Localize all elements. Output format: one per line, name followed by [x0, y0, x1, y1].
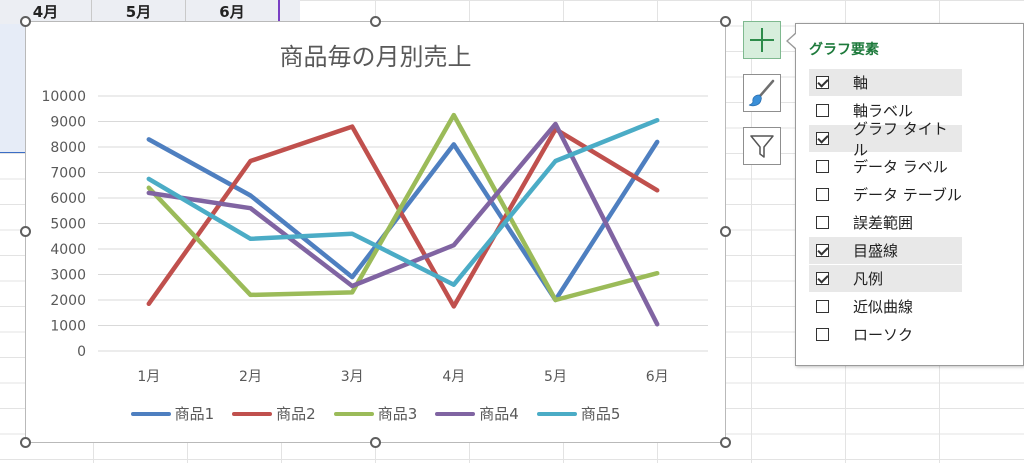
y-tick-label: 4000 [50, 242, 86, 258]
legend-label: 商品2 [276, 405, 316, 423]
chart-element-option[interactable]: 誤差範囲 [809, 209, 962, 236]
legend-entry[interactable]: 商品2 [232, 403, 316, 424]
checkbox[interactable] [816, 300, 829, 313]
y-tick-label: 2000 [50, 293, 86, 309]
legend-swatch [130, 411, 171, 416]
y-tick-label: 1000 [50, 319, 86, 335]
chart-elements-flyout: グラフ要素 軸軸ラベル グラフ タイトル データ ラベル データ テーブル 誤差範囲目盛… [795, 23, 1024, 366]
series-line-3[interactable] [146, 112, 660, 303]
option-label: データ テーブル [853, 186, 962, 204]
y-tick-label: 7000 [50, 166, 86, 182]
chart-filters-button[interactable] [743, 127, 781, 165]
x-tick-label: 3月 [341, 369, 364, 385]
checkbox[interactable] [816, 244, 829, 257]
option-label: データ ラベル [853, 158, 948, 176]
column-header-strip [0, 0, 300, 24]
option-label: 軸ラベル [853, 102, 914, 120]
legend-label: 商品4 [479, 405, 519, 423]
option-label: 軸 [853, 74, 869, 92]
option-label: グラフ タイトル [853, 119, 948, 159]
chart-area[interactable]: 商品毎の月別売上 0 1000 2000 3000 4000 5000 6000 7000 80… [25, 21, 726, 443]
chart-styles-button[interactable] [743, 74, 781, 112]
funnel-icon [750, 135, 774, 158]
chart-element-option[interactable]: データ ラベル [809, 153, 962, 180]
checkbox[interactable] [816, 328, 829, 341]
legend-entry[interactable]: 商品4 [435, 403, 519, 424]
x-tick-label: 5月 [544, 369, 567, 385]
chart-element-option[interactable]: 近似曲線 [809, 293, 962, 320]
series-line-5[interactable] [146, 117, 660, 287]
resize-handle-bottom-left[interactable] [20, 437, 31, 448]
flyout-pointer-inner [788, 33, 797, 49]
series-line-4[interactable] [146, 121, 660, 327]
legend-swatch [232, 411, 273, 416]
checkbox[interactable] [816, 160, 829, 173]
y-tick-label: 6000 [50, 191, 86, 207]
legend-swatch [435, 411, 476, 416]
chart-element-option[interactable]: 軸 [809, 69, 962, 96]
option-label: ローソク [853, 326, 914, 344]
option-label: 目盛線 [853, 242, 899, 260]
resize-handle-left[interactable] [20, 226, 31, 237]
chart-title[interactable]: 商品毎の月別売上 [279, 43, 472, 71]
resize-handle-bottom[interactable] [370, 437, 381, 448]
plus-icon [750, 28, 774, 52]
column-header-april[interactable]: 4月 [0, 0, 92, 24]
selected-cells[interactable] [0, 24, 26, 153]
legend-label: 商品5 [580, 405, 621, 423]
checkbox[interactable] [816, 76, 829, 89]
resize-handle-right[interactable] [720, 226, 731, 237]
resize-handle-top-right[interactable] [720, 16, 731, 27]
checkbox[interactable] [816, 272, 829, 285]
chart-legend[interactable]: 商品1 商品2 商品3 商品4 商品5 [26, 403, 725, 424]
column-header-may[interactable]: 5月 [92, 0, 186, 24]
paintbrush-icon [748, 79, 775, 107]
legend-swatch [333, 411, 374, 416]
checkbox[interactable] [816, 132, 829, 145]
x-tick-label: 4月 [442, 369, 465, 385]
chart-element-option[interactable]: 軸ラベル [809, 97, 962, 124]
legend-swatch [536, 411, 577, 416]
x-tick-label: 1月 [137, 369, 160, 385]
option-label: 凡例 [853, 270, 884, 288]
y-tick-label: 8000 [50, 140, 86, 156]
y-tick-label: 0 [77, 344, 86, 360]
chart-elements-button[interactable] [743, 21, 781, 59]
plot-area[interactable]: 0 1000 2000 3000 4000 5000 6000 7000 8000 9000 100… [26, 22, 725, 442]
resize-handle-top[interactable] [370, 16, 381, 27]
chart-element-option[interactable]: データ テーブル [809, 181, 962, 208]
series-line-2[interactable] [146, 124, 660, 309]
option-label: 近似曲線 [853, 298, 914, 316]
chart-element-option[interactable]: 凡例 [809, 265, 962, 292]
resize-handle-bottom-right[interactable] [720, 437, 731, 448]
flyout-title: グラフ要素 [809, 42, 879, 58]
checkbox[interactable] [816, 104, 829, 117]
checkbox[interactable] [816, 188, 829, 201]
option-label: 誤差範囲 [853, 214, 914, 232]
y-tick-label: 10000 [41, 89, 86, 105]
chart-element-option[interactable]: グラフ タイトル [809, 120, 962, 159]
legend-label: 商品3 [377, 405, 418, 423]
x-tick-label: 2月 [239, 369, 262, 385]
checkbox[interactable] [816, 216, 829, 229]
legend-label: 商品1 [174, 405, 215, 423]
selection-border [278, 0, 280, 24]
y-tick-label: 3000 [50, 268, 86, 284]
x-tick-label: 6月 [646, 369, 669, 385]
y-tick-label: 9000 [50, 115, 86, 131]
resize-handle-top-left[interactable] [20, 16, 31, 27]
chart-element-option[interactable]: 目盛線 [809, 237, 962, 264]
chart-element-option[interactable]: ローソク [809, 321, 962, 348]
legend-entry[interactable]: 商品3 [333, 403, 418, 424]
y-tick-label: 5000 [50, 217, 86, 233]
legend-entry[interactable]: 商品5 [536, 403, 621, 424]
legend-entry[interactable]: 商品1 [130, 403, 215, 424]
